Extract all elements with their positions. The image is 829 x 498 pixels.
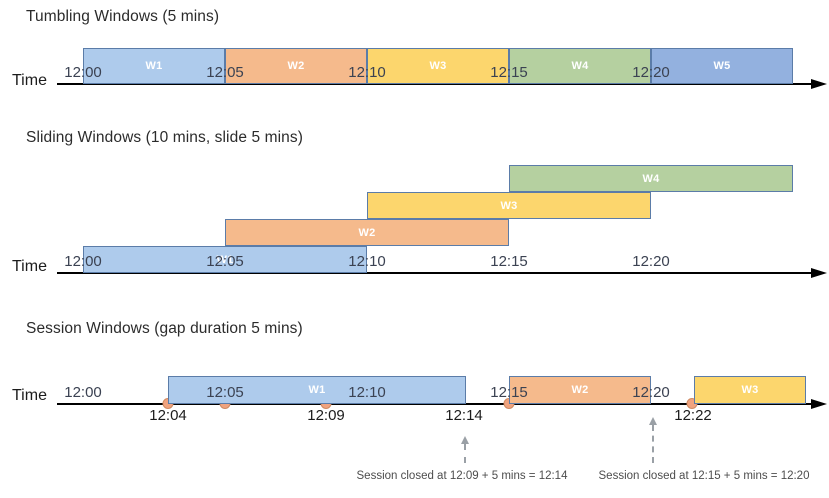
time-tick-label: 12:05 <box>206 64 244 81</box>
event-time-label: 12:14 <box>445 407 483 424</box>
event-time-label: 12:04 <box>149 407 187 424</box>
window-bar-label: W2 <box>358 226 376 239</box>
time-tick-label: 12:05 <box>206 384 244 401</box>
timeline-arrowhead-icon <box>811 78 827 89</box>
window-bar: W1 <box>168 376 466 404</box>
window-bar-label: W5 <box>713 60 731 72</box>
window-bar: W4 <box>509 165 793 192</box>
window-bar-label: W3 <box>500 199 518 212</box>
session-close-annotation: Session closed at 12:09 + 5 mins = 12:14 <box>356 470 568 482</box>
arrow-up-icon <box>649 417 657 425</box>
time-tick-label: 12:20 <box>632 64 670 81</box>
time-tick-label: 12:10 <box>348 384 386 401</box>
time-tick-label: 12:00 <box>64 64 102 81</box>
timeline-arrowhead-icon <box>811 398 827 409</box>
time-tick-label: 12:15 <box>490 384 528 401</box>
time-tick-label: 12:15 <box>490 253 528 270</box>
window-bar-label: W2 <box>571 384 589 396</box>
dashed-line <box>652 425 654 463</box>
window-bar: W3 <box>367 192 651 219</box>
dashed-line <box>464 444 466 463</box>
window-bar: W2 <box>509 376 651 404</box>
session-close-arrow <box>649 417 657 463</box>
time-tick-label: 12:00 <box>64 384 102 401</box>
window-bar-label: W2 <box>287 60 305 72</box>
window-bar-label: W1 <box>308 384 326 396</box>
window-bar-label: W3 <box>741 384 759 396</box>
session-close-arrow <box>461 436 469 463</box>
timeline-arrowhead-icon <box>811 267 827 278</box>
time-tick-label: 12:15 <box>490 64 528 81</box>
arrow-up-icon <box>461 436 469 444</box>
window-bar: W4 <box>509 48 651 84</box>
tumbling-windows-title: Tumbling Windows (5 mins) <box>26 8 220 25</box>
event-time-label: 12:09 <box>307 407 345 424</box>
time-axis-label: Time <box>12 72 47 89</box>
timeline-axis <box>57 83 813 85</box>
window-bar: W2 <box>225 48 367 84</box>
time-tick-label: 12:00 <box>64 253 102 270</box>
window-bar: W5 <box>651 48 793 84</box>
window-bar-label: W1 <box>216 253 234 266</box>
window-bar: W1 <box>83 48 225 84</box>
window-bar: W3 <box>694 376 806 404</box>
time-tick-label: 12:20 <box>632 384 670 401</box>
timeline-axis <box>57 272 813 274</box>
timeline-axis <box>57 403 813 405</box>
window-bar-label: W4 <box>571 60 589 72</box>
time-axis-label: Time <box>12 258 47 275</box>
window-bar: W2 <box>225 219 509 246</box>
event-time-label: 12:22 <box>674 407 712 424</box>
window-bar: W3 <box>367 48 509 84</box>
window-bar: W1 <box>83 246 367 273</box>
window-bar-label: W4 <box>642 172 660 185</box>
window-bar-label: W3 <box>429 60 447 72</box>
window-bar-label: W1 <box>145 60 163 72</box>
time-tick-label: 12:10 <box>348 64 386 81</box>
time-tick-label: 12:05 <box>206 253 244 270</box>
session-windows-title: Session Windows (gap duration 5 mins) <box>26 320 303 337</box>
time-tick-label: 12:10 <box>348 253 386 270</box>
sliding-windows-title: Sliding Windows (10 mins, slide 5 mins) <box>26 129 303 146</box>
session-close-annotation: Session closed at 12:15 + 5 mins = 12:20 <box>598 470 810 482</box>
time-tick-label: 12:20 <box>632 253 670 270</box>
time-axis-label: Time <box>12 387 47 404</box>
